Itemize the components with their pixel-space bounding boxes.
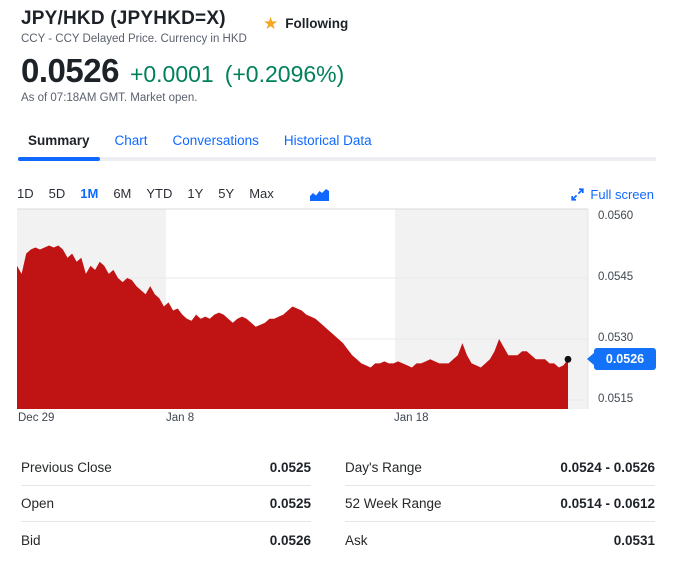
price-chart-plot[interactable] (0, 205, 674, 440)
stat-row-ask: Ask 0.0531 (345, 522, 655, 558)
stat-label: Day's Range (345, 460, 422, 475)
stat-value: 0.0525 (269, 460, 311, 475)
range-5y[interactable]: 5Y (218, 186, 235, 201)
x-axis-tick: Jan 18 (394, 412, 429, 424)
y-axis-tick: 0.0530 (598, 332, 634, 344)
stat-row-bid: Bid 0.0526 (21, 522, 311, 558)
range-6m[interactable]: 6M (113, 186, 132, 201)
stat-value: 0.0514 - 0.0612 (560, 496, 655, 511)
following-label: Following (285, 16, 349, 31)
x-axis-tick: Jan 8 (166, 412, 195, 424)
tab-bar: Summary Chart Conversations Historical D… (18, 124, 656, 161)
star-icon: ★ (263, 14, 279, 33)
stat-label: 52 Week Range (345, 496, 442, 511)
range-max[interactable]: Max (249, 186, 274, 201)
stat-row-days-range: Day's Range 0.0524 - 0.0526 (345, 450, 655, 486)
range-ytd[interactable]: YTD (146, 186, 173, 201)
stat-label: Bid (21, 532, 41, 548)
following-button[interactable]: ★ Following (263, 15, 348, 32)
quote-subtitle: CCY - CCY Delayed Price. Currency in HKD (21, 33, 247, 45)
tab-summary[interactable]: Summary (18, 124, 100, 161)
quote-block: 0.0526 +0.0001 (+0.2096%) (21, 52, 344, 90)
price-change-percent: (+0.2096%) (224, 61, 345, 87)
stat-label: Previous Close (21, 460, 112, 475)
stats-table-right: Day's Range 0.0524 - 0.0526 52 Week Rang… (345, 450, 655, 558)
fullscreen-button[interactable]: Full screen (571, 187, 654, 202)
stat-value: 0.0525 (269, 496, 311, 511)
x-axis-tick: Dec 29 (18, 412, 55, 424)
page-title: JPY/HKD (JPYHKD=X) (21, 8, 226, 29)
tab-chart[interactable]: Chart (114, 133, 148, 148)
fullscreen-label: Full screen (590, 187, 654, 202)
fullscreen-expand-icon (571, 188, 585, 201)
stat-label: Ask (345, 532, 368, 548)
price-change: +0.0001 (129, 61, 214, 87)
last-price-dot (564, 355, 572, 363)
range-1y[interactable]: 1Y (187, 186, 204, 201)
current-price: 0.0526 (21, 52, 119, 89)
stat-row-previous-close: Previous Close 0.0525 (21, 450, 311, 486)
y-axis-tick: 0.0515 (598, 393, 634, 405)
stat-row-open: Open 0.0525 (21, 486, 311, 522)
stat-row-52-week-range: 52 Week Range 0.0514 - 0.0612 (345, 486, 655, 522)
area-chart-icon (309, 188, 329, 201)
y-axis-tick: 0.0545 (598, 271, 634, 283)
tab-conversations[interactable]: Conversations (172, 133, 259, 148)
range-1m[interactable]: 1M (80, 186, 99, 201)
current-price-tag: 0.0526 (587, 348, 656, 371)
stat-value: 0.0524 - 0.0526 (560, 460, 655, 475)
chart-type-button[interactable] (309, 187, 329, 201)
asof-timestamp: As of 07:18AM GMT. Market open. (21, 92, 198, 104)
stat-value: 0.0526 (269, 532, 311, 548)
range-toolbar: 1D 5D 1M 6M YTD 1Y 5Y Max (17, 186, 329, 201)
stat-value: 0.0531 (613, 532, 655, 548)
range-5d[interactable]: 5D (48, 186, 66, 201)
stats-table-left: Previous Close 0.0525 Open 0.0525 Bid 0.… (21, 450, 311, 558)
stat-label: Open (21, 496, 55, 511)
tab-historical-data[interactable]: Historical Data (283, 133, 372, 148)
price-area-series (17, 245, 568, 409)
y-axis-tick: 0.0560 (598, 210, 634, 222)
range-1d[interactable]: 1D (17, 186, 34, 201)
